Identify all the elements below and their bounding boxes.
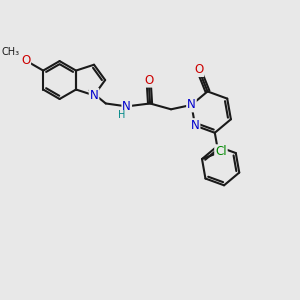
Text: O: O (21, 54, 30, 67)
Text: O: O (144, 74, 153, 87)
Text: N: N (187, 98, 196, 111)
Text: Cl: Cl (215, 145, 227, 158)
Text: H: H (118, 110, 125, 119)
Text: O: O (194, 63, 203, 76)
Text: N: N (191, 119, 200, 132)
Text: CH₃: CH₃ (1, 46, 20, 57)
Text: N: N (122, 100, 131, 113)
Text: N: N (90, 89, 98, 102)
